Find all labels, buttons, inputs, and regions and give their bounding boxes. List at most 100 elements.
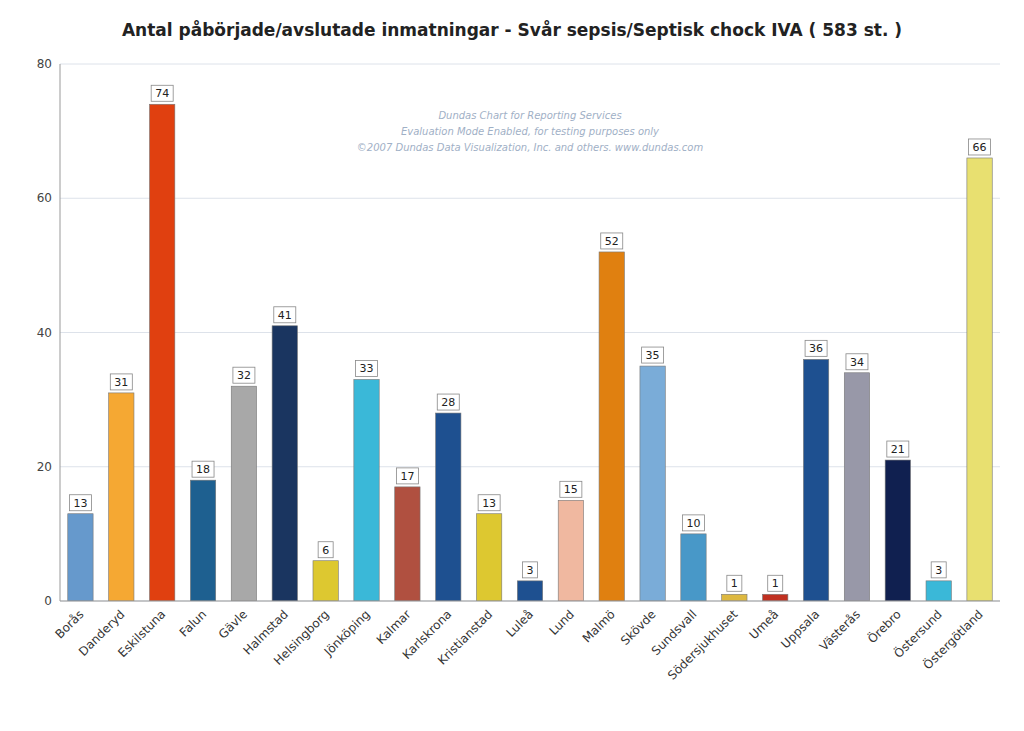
- y-tick-label: 80: [37, 57, 52, 71]
- data-label: 28: [441, 396, 455, 409]
- data-label-box: [151, 85, 173, 101]
- x-axis: BoråsDanderydEskilstunaFalunGävleHalmsta…: [53, 606, 986, 683]
- annotations: Dundas Chart for Reporting Services Evalu…: [357, 110, 704, 153]
- bar: [803, 359, 828, 601]
- data-label-box: [396, 468, 418, 484]
- y-tick-label: 0: [44, 594, 52, 608]
- y-tick-label: 40: [37, 326, 52, 340]
- x-tick-label: Borås: [53, 607, 87, 641]
- bar: [640, 366, 665, 601]
- bar: [844, 373, 869, 601]
- data-label-box: [274, 307, 296, 323]
- data-label-box: [318, 542, 333, 558]
- data-label: 52: [605, 235, 619, 248]
- bar: [231, 386, 256, 601]
- data-label-box: [110, 374, 132, 390]
- x-tick-label: Skövde: [618, 607, 659, 648]
- x-tick-label: Gävle: [216, 607, 250, 641]
- data-label: 36: [809, 342, 823, 355]
- bar: [436, 413, 461, 601]
- bar: [109, 393, 134, 601]
- data-label: 1: [731, 577, 738, 590]
- bar: [150, 104, 175, 601]
- data-label-box: [768, 575, 783, 591]
- x-tick-label: Lund: [546, 607, 577, 638]
- grid-line: [60, 198, 1000, 199]
- watermark: Evaluation Mode Enabled, for testing pur…: [401, 126, 660, 137]
- data-label: 1: [772, 577, 779, 590]
- data-label: 15: [564, 483, 578, 496]
- data-label-box: [727, 575, 742, 591]
- grid-line: [60, 64, 1000, 65]
- chart-svg: Antal påbörjade/avslutade inmatningar - …: [0, 0, 1024, 731]
- data-label: 41: [278, 309, 292, 322]
- y-axis: 020406080: [37, 57, 52, 608]
- bar: [272, 326, 297, 601]
- data-label-box: [233, 367, 255, 383]
- data-label: 17: [400, 470, 414, 483]
- bar: [354, 379, 379, 601]
- x-axis-line: [60, 601, 1000, 602]
- data-labels: 1331741832416331728133155235101136342136…: [69, 85, 990, 591]
- x-tick-label: Helsingborg: [271, 607, 332, 668]
- data-label-box: [601, 233, 623, 249]
- data-label: 18: [196, 463, 210, 476]
- x-tick-label: Luleå: [503, 607, 536, 640]
- data-label: 13: [482, 497, 496, 510]
- x-tick-label: Eskilstuna: [115, 607, 168, 660]
- bar: [967, 158, 992, 601]
- x-tick-label: Södersjukhuset: [665, 607, 741, 683]
- data-label: 32: [237, 369, 251, 382]
- data-label: 31: [114, 376, 128, 389]
- grid: [60, 64, 1000, 601]
- bar: [763, 594, 788, 601]
- bar: [599, 252, 624, 601]
- data-label: 66: [973, 141, 987, 154]
- x-tick-label: Kalmar: [374, 607, 414, 647]
- bar: [517, 581, 542, 601]
- data-label: 3: [527, 564, 534, 577]
- x-tick-label: Malmö: [580, 607, 618, 645]
- watermark: ©2007 Dundas Data Visualization, Inc. an…: [357, 142, 704, 153]
- grid-line: [60, 332, 1000, 333]
- data-label-box: [642, 347, 664, 363]
- data-label: 74: [155, 87, 169, 100]
- bars: [68, 104, 992, 601]
- data-label-box: [356, 360, 378, 376]
- data-label: 13: [73, 497, 87, 510]
- data-label-box: [846, 354, 868, 370]
- data-label-box: [931, 562, 946, 578]
- bar: [190, 480, 215, 601]
- x-tick-label: Östergötland: [919, 606, 986, 673]
- bar: [476, 514, 501, 601]
- data-label-box: [560, 481, 582, 497]
- grid-line: [60, 601, 1000, 602]
- data-label: 33: [360, 362, 374, 375]
- title: Antal påbörjade/avslutade inmatningar - …: [122, 19, 902, 40]
- bar: [68, 514, 93, 601]
- data-label-box: [887, 441, 909, 457]
- data-label-box: [805, 340, 827, 356]
- data-label-box: [969, 139, 991, 155]
- bar: [313, 561, 338, 601]
- bar: [926, 581, 951, 601]
- bar: [681, 534, 706, 601]
- bar: [395, 487, 420, 601]
- data-label: 3: [935, 564, 942, 577]
- data-label-box: [69, 495, 91, 511]
- x-tick-label: Örebro: [864, 606, 904, 646]
- bar: [885, 460, 910, 601]
- x-tick-label: Umeå: [747, 607, 782, 642]
- y-tick-label: 20: [37, 460, 52, 474]
- data-label-box: [682, 515, 704, 531]
- data-label: 35: [646, 349, 660, 362]
- chart-container: Antal påbörjade/avslutade inmatningar - …: [0, 0, 1024, 731]
- data-label: 21: [891, 443, 905, 456]
- bar: [558, 500, 583, 601]
- data-label-box: [478, 495, 500, 511]
- data-label-box: [523, 562, 538, 578]
- x-tick-label: Uppsala: [778, 607, 822, 651]
- bar: [722, 594, 747, 601]
- watermark: Dundas Chart for Reporting Services: [438, 110, 621, 121]
- data-label: 6: [322, 544, 329, 557]
